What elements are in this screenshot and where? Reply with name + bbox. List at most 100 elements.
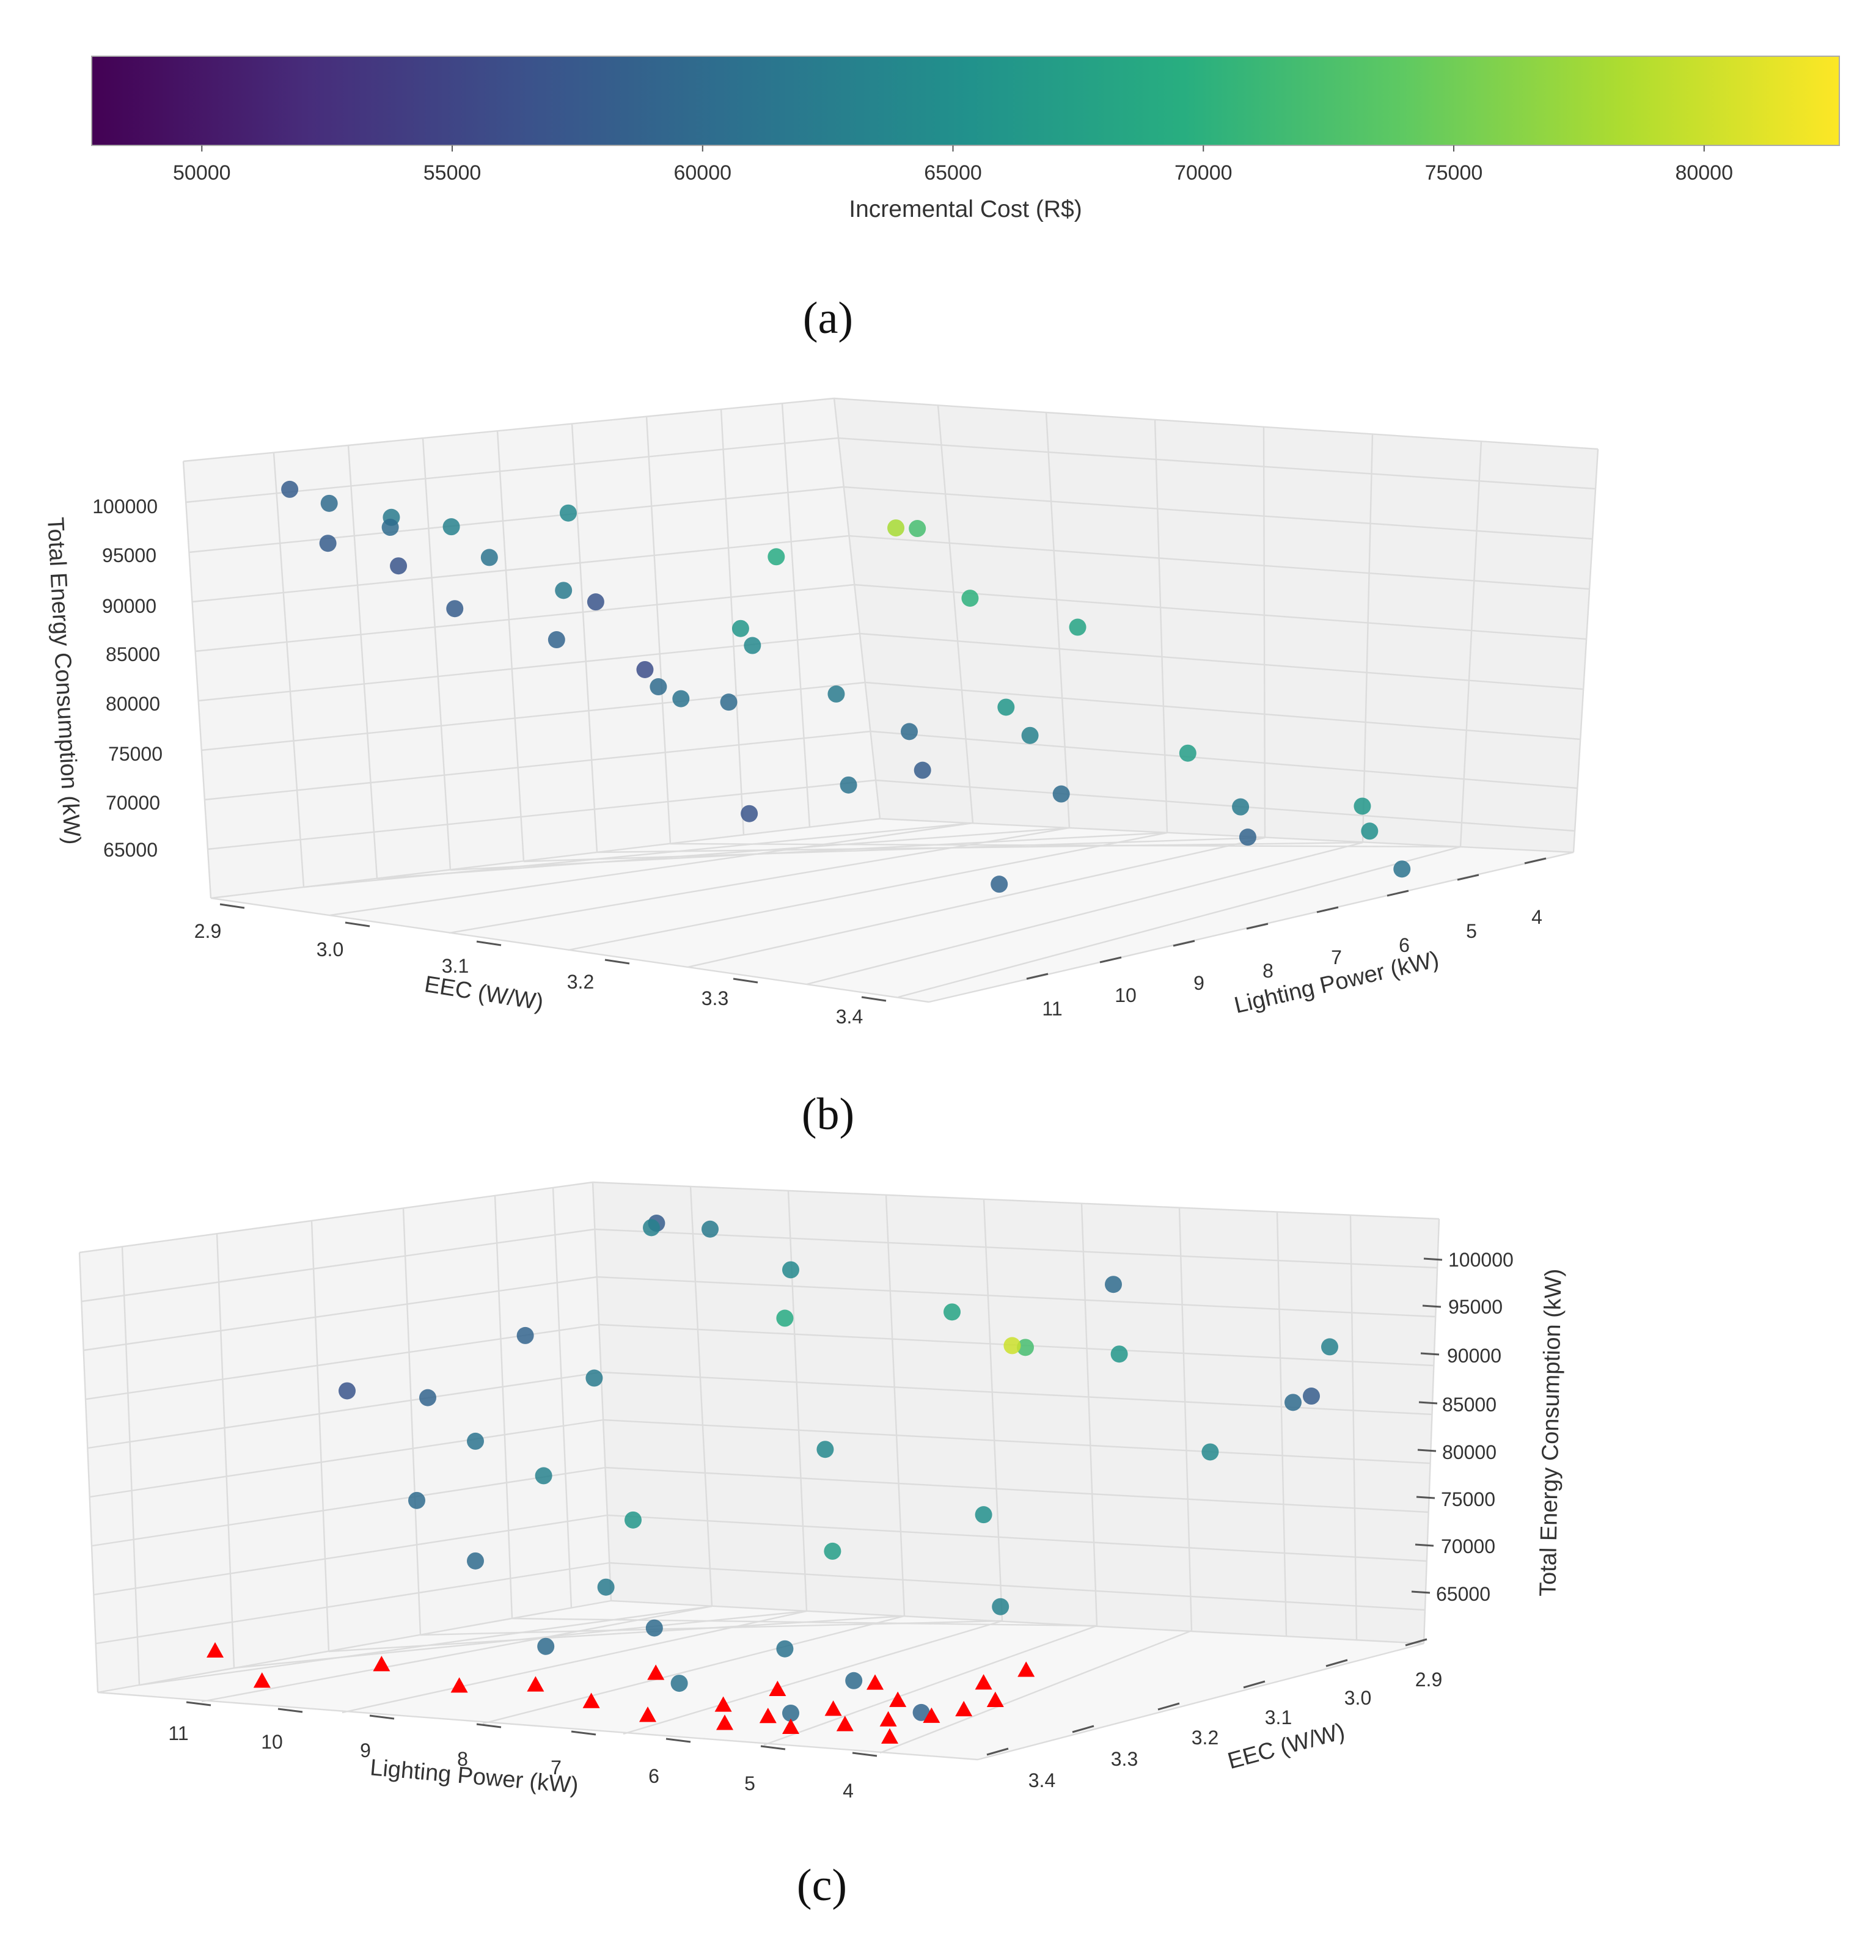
tick-label: 8: [1262, 960, 1273, 982]
data-point: [480, 549, 498, 566]
tick-label: 11: [168, 1722, 188, 1744]
data-point: [997, 698, 1015, 716]
data-point: [1110, 1345, 1128, 1363]
tick-label: 85000: [106, 643, 160, 665]
tick-label: 10: [1115, 984, 1137, 1006]
tick-label: 3.4: [1028, 1769, 1055, 1791]
tick-label: 9: [360, 1739, 371, 1761]
tick-label: 7: [551, 1757, 562, 1779]
data-point: [559, 504, 577, 522]
tick-label: 65000: [103, 839, 158, 861]
pareto-point: [373, 1656, 390, 1672]
pareto-point: [647, 1664, 665, 1680]
pareto-point: [923, 1707, 940, 1723]
colorbar-tick-label: 70000: [1174, 161, 1233, 185]
data-point: [1393, 860, 1411, 878]
panel-c-x-tick-labels: 11 10 9 8 7 6 5 4: [168, 1722, 854, 1802]
tick-label: 3.3: [1111, 1748, 1138, 1770]
tick-label: 75000: [108, 743, 163, 765]
data-point: [625, 1511, 642, 1529]
data-point: [381, 519, 399, 536]
pareto-point: [527, 1676, 544, 1692]
data-point: [1179, 744, 1196, 762]
tick-label: 95000: [102, 544, 156, 566]
data-point: [827, 685, 845, 703]
panel-b-x-tick-labels: 2.9 3.0 3.1 3.2 3.3 3.4: [194, 920, 863, 1028]
pareto-point: [1491, 898, 1509, 914]
tick-label: 5: [1466, 920, 1477, 942]
tick-label: 65000: [1436, 1583, 1490, 1605]
data-point: [702, 1220, 719, 1238]
tick-label: 75000: [1441, 1488, 1495, 1510]
tick-label: 3.2: [567, 971, 594, 993]
data-point: [1321, 1338, 1338, 1356]
pareto-point: [879, 1711, 897, 1727]
pareto-point: [955, 1700, 973, 1717]
panel-c-y-tick-labels: 3.4 3.3 3.2 3.1 3.0 2.9: [1028, 1669, 1442, 1791]
pareto-point: [1017, 1661, 1035, 1677]
data-point: [548, 631, 565, 649]
tick-label: 80000: [1442, 1441, 1497, 1463]
pareto-point: [881, 1728, 898, 1744]
data-point: [901, 723, 918, 740]
tick-label: 5: [744, 1772, 755, 1794]
data-point: [914, 761, 931, 779]
tick-label: 3.3: [702, 987, 728, 1009]
pareto-point: [824, 1700, 842, 1716]
pareto-point: [759, 1708, 777, 1724]
data-point: [816, 1441, 834, 1458]
colorbar-tick-label: 80000: [1675, 161, 1733, 185]
pareto-point: [836, 1716, 854, 1731]
pareto-point: [582, 1692, 600, 1708]
pareto-point: [867, 1674, 884, 1690]
panel-c-floor: [98, 1601, 1424, 1760]
data-point: [840, 776, 857, 794]
data-point: [912, 1703, 930, 1721]
data-point: [408, 1491, 425, 1509]
data-point: [1201, 1443, 1219, 1461]
data-point: [975, 1506, 992, 1524]
data-point: [943, 1303, 961, 1321]
panel-c-right-pane: [593, 1182, 1439, 1644]
tick-label: 95000: [1448, 1296, 1503, 1318]
tick-label: 80000: [106, 693, 160, 715]
data-point: [585, 1369, 603, 1387]
panel-c-z-tick-labels: 65000 70000 75000 80000 85000 90000 9500…: [1436, 1249, 1514, 1605]
data-point: [887, 519, 905, 537]
tick-label: 90000: [102, 595, 156, 617]
panel-b-left-pane: [183, 398, 880, 898]
pareto-point: [450, 1677, 468, 1693]
data-point: [672, 690, 690, 708]
colorbar-tick-label: 75000: [1425, 161, 1483, 185]
panel-label-b: (b): [802, 1089, 854, 1139]
data-point: [782, 1261, 799, 1279]
tick-label: 6: [648, 1765, 659, 1787]
data-point: [776, 1309, 794, 1327]
data-point: [339, 1382, 356, 1400]
data-point: [645, 1619, 663, 1637]
tick-label: 90000: [1447, 1345, 1501, 1367]
data-point: [744, 637, 761, 654]
data-point: [845, 1672, 863, 1689]
pareto-point: [253, 1672, 271, 1688]
panel-b-z-tick-labels: 65000 70000 75000 80000 85000 90000 9500…: [92, 495, 163, 861]
data-point: [587, 593, 604, 611]
data-point: [991, 876, 1008, 893]
pareto-point: [1452, 893, 1470, 909]
tick-label: 85000: [1442, 1394, 1497, 1416]
tick-label: 3.0: [317, 938, 343, 960]
tick-label: 3.1: [1265, 1706, 1292, 1728]
data-point: [909, 520, 926, 538]
data-point: [1354, 797, 1371, 815]
data-point: [643, 1219, 660, 1237]
tick-label: 6: [1399, 934, 1410, 956]
pareto-point: [207, 1642, 224, 1658]
panel-c-z-axis-label: Total Energy Consumption (kW): [1535, 1268, 1566, 1596]
pareto-point: [889, 1691, 907, 1707]
data-point: [467, 1432, 484, 1450]
data-point: [650, 678, 667, 696]
data-point: [992, 1598, 1009, 1615]
data-point: [555, 582, 573, 599]
tick-label: 70000: [106, 792, 160, 814]
tick-label: 100000: [92, 495, 158, 517]
